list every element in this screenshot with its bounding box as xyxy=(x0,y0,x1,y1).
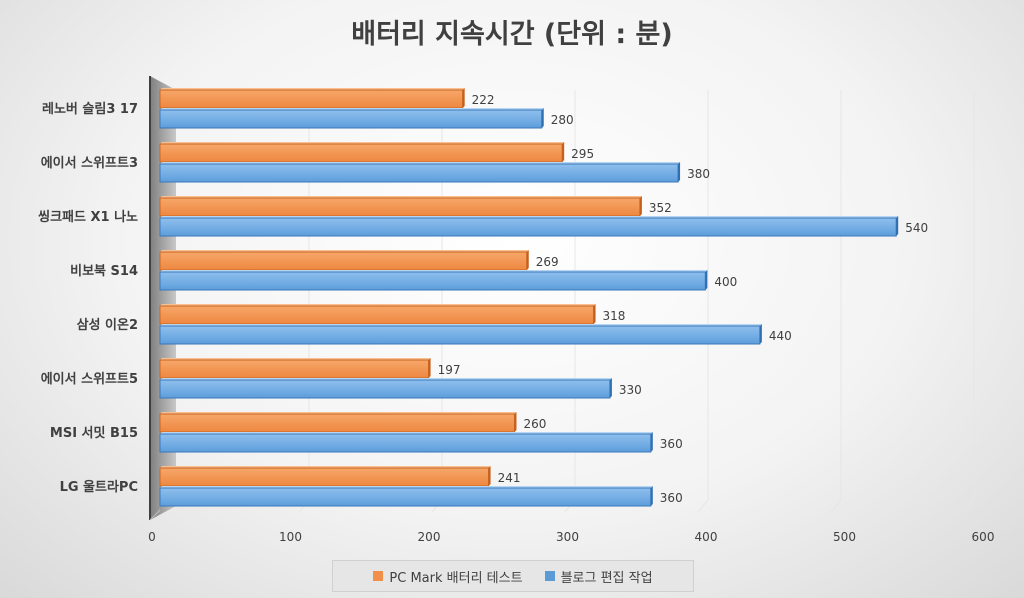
bar-side-face xyxy=(609,378,612,398)
chart-left-wall xyxy=(150,76,176,520)
legend-label-pcmark: PC Mark 배터리 테스트 xyxy=(389,570,523,586)
x-tick-label: 600 xyxy=(972,530,995,544)
data-label: 440 xyxy=(769,329,792,343)
bar-pcmark xyxy=(159,251,528,271)
bar-side-face xyxy=(541,108,544,128)
x-tick-label: 300 xyxy=(556,530,579,544)
bar-blog xyxy=(159,325,761,345)
x-tick-label: 200 xyxy=(418,530,441,544)
legend-swatch-pcmark xyxy=(373,571,384,581)
bar-side-face xyxy=(705,270,708,290)
data-label: 400 xyxy=(714,275,737,289)
bar-side-face xyxy=(896,216,899,236)
legend-item-blog: 블로그 편집 작업 xyxy=(544,567,653,586)
bar-blog xyxy=(159,271,706,291)
bar-side-face xyxy=(650,432,653,452)
data-label: 330 xyxy=(619,383,642,397)
bar-pcmark xyxy=(159,89,464,109)
category-label: MSI 서밋 B15 xyxy=(50,425,138,441)
data-label: 360 xyxy=(660,491,683,505)
gridline-foot xyxy=(697,499,709,513)
bar-pcmark xyxy=(159,143,563,163)
bar-pcmark xyxy=(159,359,430,379)
data-label: 318 xyxy=(603,309,626,323)
data-label: 241 xyxy=(498,471,521,485)
bar-pcmark xyxy=(159,197,641,217)
x-tick-label: 400 xyxy=(695,530,718,544)
bar-side-face xyxy=(593,304,596,324)
bar-side-face xyxy=(639,196,642,216)
x-tick-label: 0 xyxy=(148,530,156,544)
legend: PC Mark 배터리 테스트 블로그 편집 작업 xyxy=(332,560,694,592)
chart-title: 배터리 지속시간 (단위 : 분) xyxy=(351,19,673,50)
data-label: 222 xyxy=(472,93,495,107)
bar-blog xyxy=(159,487,652,507)
bar-blog xyxy=(159,433,652,453)
data-label: 295 xyxy=(571,147,594,161)
category-label: 삼성 이온2 xyxy=(77,317,138,333)
data-label: 352 xyxy=(649,201,672,215)
bar-blog xyxy=(159,217,897,237)
data-label: 540 xyxy=(905,221,928,235)
category-label: 비보북 S14 xyxy=(70,264,138,279)
x-tick-label: 100 xyxy=(279,530,302,544)
bar-pcmark xyxy=(159,305,595,325)
data-label: 380 xyxy=(687,167,710,181)
category-label: 에이서 스위프트5 xyxy=(41,371,138,387)
bar-side-face xyxy=(514,412,517,432)
x-tick-label: 500 xyxy=(833,530,856,544)
category-label: 에이서 스위프트3 xyxy=(41,155,138,171)
x-axis-corner xyxy=(149,509,161,521)
data-label: 197 xyxy=(438,363,461,377)
bar-pcmark xyxy=(159,467,490,487)
bar-side-face xyxy=(462,88,465,108)
bar-side-face xyxy=(678,162,681,182)
gridline-foot xyxy=(830,499,842,513)
data-label: 360 xyxy=(660,437,683,451)
bar-blog xyxy=(159,379,611,399)
gridline-foot xyxy=(963,499,975,513)
bar-side-face xyxy=(428,358,431,378)
bar-blog xyxy=(159,109,543,129)
legend-label-blog: 블로그 편집 작업 xyxy=(560,570,653,586)
data-label: 269 xyxy=(536,255,559,269)
bar-side-face xyxy=(759,324,762,344)
data-label: 260 xyxy=(523,417,546,431)
bar-pcmark xyxy=(159,413,515,433)
bar-side-face xyxy=(526,250,529,270)
bar-side-face xyxy=(650,486,653,506)
legend-item-pcmark: PC Mark 배터리 테스트 xyxy=(373,567,523,586)
bar-side-face xyxy=(562,142,565,162)
category-label: 씽크패드 X1 나노 xyxy=(38,209,138,225)
legend-swatch-blog xyxy=(544,571,555,581)
category-label: LG 울트라PC xyxy=(60,479,138,495)
category-label: 레노버 슬림3 17 xyxy=(42,101,138,117)
data-label: 280 xyxy=(551,113,574,127)
bar-blog xyxy=(159,163,679,183)
bar-side-face xyxy=(488,466,491,486)
